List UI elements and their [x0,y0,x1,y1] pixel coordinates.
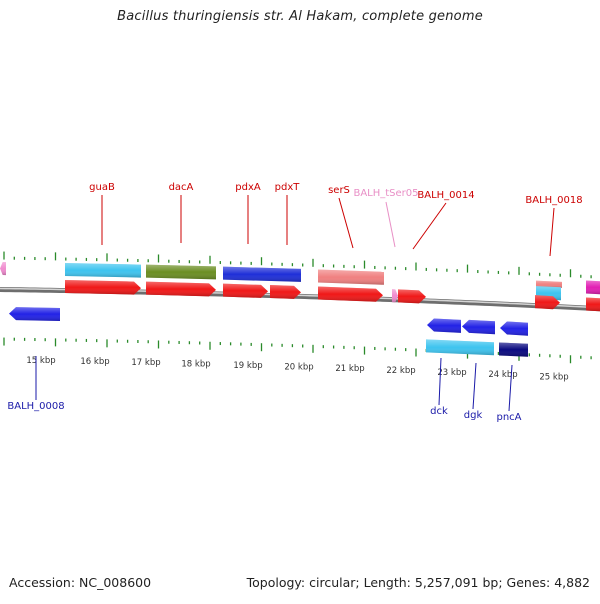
feature-shade [270,284,301,299]
gene-label[interactable]: BALH_tSer05 [353,188,418,199]
feature-block[interactable] [65,263,141,278]
feature-block[interactable] [146,264,216,280]
feature-block[interactable] [536,280,562,288]
gene-BALH_0018[interactable] [535,295,560,310]
accession-label: Accession: NC_008600 [9,575,152,590]
ruler-label: 17 kbp [131,358,160,368]
feature-shade [146,264,216,280]
gene-BALH_tSer05[interactable] [392,289,398,303]
gene-label[interactable]: pdxT [275,182,301,193]
feature-shade [392,289,398,303]
leader-line [508,364,513,412]
leader-line [549,207,555,257]
feature-shade [586,297,600,312]
feature-shade [146,281,216,297]
gene-dgk[interactable] [462,319,495,335]
leader-line [438,357,442,406]
feature-shade [427,318,461,333]
feature-block[interactable] [0,262,6,276]
gene-label[interactable]: dgk [464,410,483,421]
ruler-label: 21 kbp [335,364,364,374]
ruler-label: 24 kbp [488,370,517,380]
leader-line [338,197,354,249]
feature-block[interactable] [499,342,528,357]
feature-shade [9,307,60,321]
gene-guaB[interactable] [65,280,141,295]
feature-shade [535,295,560,310]
gene-label[interactable]: BALH_0008 [7,401,64,412]
gene-label[interactable]: guaB [89,182,115,193]
feature-shade [318,286,383,302]
feature-shade [462,319,495,335]
genome-title: Bacillus thuringiensis str. Al Hakam, co… [117,9,483,24]
gene-dacA[interactable] [146,281,216,297]
feature-shade [500,321,528,336]
feature-shade [223,283,268,298]
leader-line [472,362,477,410]
feature-shade [536,280,562,288]
feature-shade [0,262,6,276]
feature-block[interactable] [586,280,600,295]
ruler-label: 23 kbp [437,368,466,378]
feature-block[interactable] [426,339,494,356]
topology-label: Topology: circular; Length: 5,257,091 bp… [246,575,590,590]
gene-label[interactable]: dck [430,406,448,417]
gene-label[interactable]: serS [328,185,350,196]
feature-shade [398,289,426,304]
feature-block[interactable] [318,269,384,285]
gene-label[interactable]: BALH_0018 [525,195,582,206]
ruler-label: 19 kbp [233,361,262,371]
leader-line [412,202,447,250]
gene-BALH_0014[interactable] [398,289,426,304]
feature-shade [223,266,301,282]
ruler-label: 25 kbp [539,372,568,382]
gene-label[interactable]: pncA [496,412,521,423]
feature-shade [499,342,528,357]
gene-label[interactable]: dacA [169,182,194,193]
gene-pncA[interactable] [500,321,528,336]
leader-line [385,201,396,248]
feature-block[interactable] [223,266,301,282]
feature-shade [426,339,494,356]
feature-shade [586,280,600,295]
ruler-label: 18 kbp [181,359,210,369]
gene-pdxT[interactable] [270,284,301,299]
ruler-label: 22 kbp [386,366,415,376]
feature-block[interactable] [586,297,600,312]
gene-dck[interactable] [427,318,461,333]
ruler-label: 20 kbp [284,362,313,372]
feature-shade [65,280,141,295]
gene-pdxA[interactable] [223,283,268,298]
gene-label[interactable]: BALH_0014 [417,190,474,201]
gene-BALH_0008[interactable] [9,307,60,321]
feature-shade [65,263,141,278]
ruler-label: 15 kbp [26,356,55,366]
feature-shade [318,269,384,285]
gene-serS[interactable] [318,286,383,302]
gene-label[interactable]: pdxA [235,182,261,193]
ruler-label: 16 kbp [80,357,109,367]
